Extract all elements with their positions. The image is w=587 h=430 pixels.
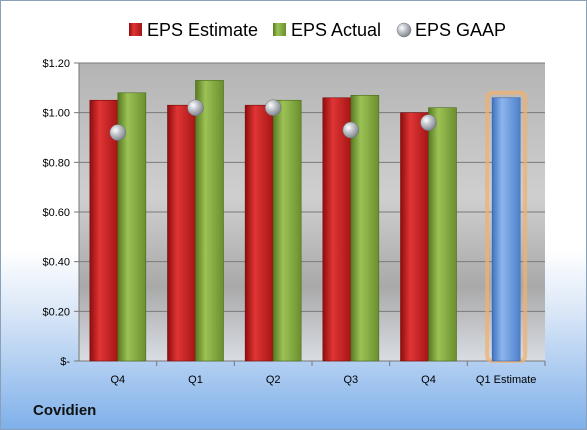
legend-label: EPS GAAP: [415, 20, 506, 40]
y-tick-label: $-: [60, 356, 70, 368]
x-tick-label: Q3: [343, 374, 358, 386]
bar-eps-estimate: [167, 104, 196, 362]
bar-eps-estimate: [89, 99, 119, 362]
marker-eps-gaap: [264, 99, 282, 116]
legend: EPS Estimate EPS Actual EPS GAAP: [129, 20, 506, 40]
gaap-markers: [109, 99, 437, 141]
marker-eps-gaap: [109, 124, 127, 141]
legend-label: EPS Estimate: [147, 20, 258, 40]
y-tick-label: $1.00: [42, 108, 70, 120]
x-axis: Q4 Q1 Q2 Q3 Q4 Q1 Estimate: [110, 361, 546, 386]
x-tick-label: Q2: [266, 374, 281, 386]
bar-eps-estimate: [322, 97, 352, 362]
bar-eps-actual: [428, 107, 457, 362]
legend-label: EPS Actual: [291, 20, 381, 40]
bar-eps-estimate: [244, 104, 274, 362]
x-tick-label: Q1 Estimate: [476, 374, 537, 386]
x-tick-label: Q1: [188, 374, 203, 386]
legend-swatch-eps-gaap: [396, 22, 412, 38]
legend-swatch-eps-actual: [273, 23, 286, 36]
bar-eps-estimate: [400, 112, 429, 362]
y-tick-label: $0.60: [42, 207, 70, 219]
bar-eps-actual: [195, 80, 224, 362]
marker-eps-gaap: [420, 114, 437, 131]
y-tick-label: $1.20: [42, 58, 70, 70]
x-tick-label: Q4: [110, 374, 125, 386]
y-tick-label: $0.40: [42, 257, 70, 269]
bars: [89, 80, 528, 364]
marker-eps-gaap: [187, 99, 204, 116]
marker-eps-gaap: [342, 121, 360, 139]
y-tick-label: $0.80: [42, 157, 70, 169]
x-tick-label: Q4: [421, 374, 436, 386]
bar-q1-estimate: [491, 97, 521, 362]
legend-swatch-eps-estimate: [129, 23, 142, 36]
y-tick-label: $0.20: [42, 306, 70, 318]
bar-eps-actual: [272, 99, 302, 362]
company-name: Covidien: [33, 402, 97, 419]
bar-eps-actual: [350, 94, 380, 362]
